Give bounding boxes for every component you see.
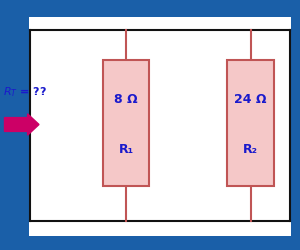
FancyArrow shape — [4, 114, 39, 136]
Bar — [227, 61, 274, 186]
Text: R₁: R₁ — [118, 142, 134, 155]
Text: R₂: R₂ — [243, 142, 258, 155]
Bar — [28, 18, 291, 236]
Bar — [103, 61, 149, 186]
Text: $R_T$ = ??: $R_T$ = ?? — [3, 84, 47, 98]
Text: 8 Ω: 8 Ω — [114, 92, 138, 105]
Text: 24 Ω: 24 Ω — [234, 92, 267, 105]
